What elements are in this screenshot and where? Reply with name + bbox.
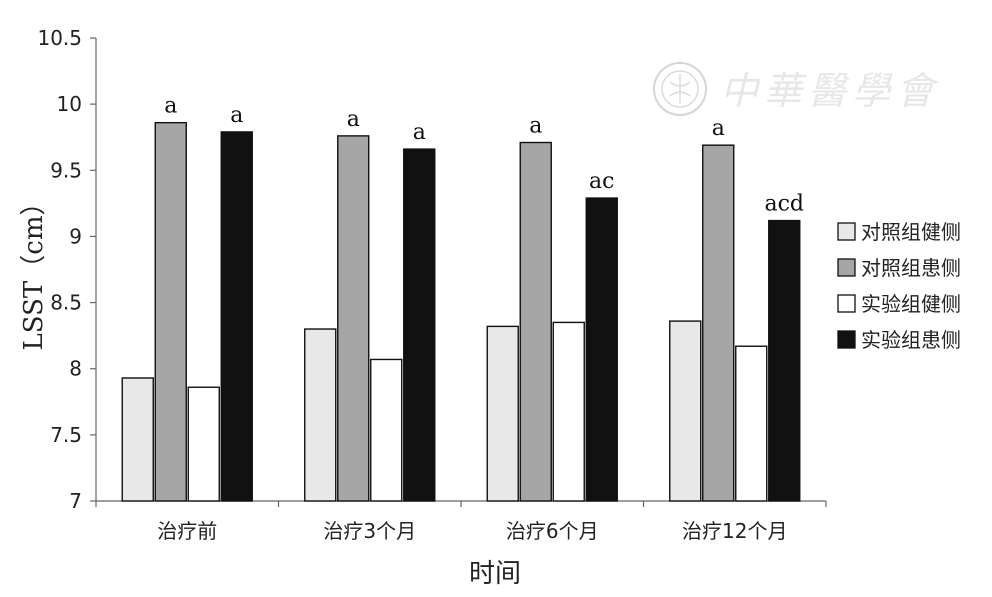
bar [220,131,253,502]
y-tick-label: 8.5 [50,291,82,315]
y-tick-label: 8 [69,357,82,381]
bar [486,325,519,502]
significance-label: a [230,103,243,128]
significance-label: a [347,107,360,132]
significance-label: ac [589,169,614,194]
x-tick-label: 治疗6个月 [506,519,599,543]
bar [370,358,403,502]
significance-label: a [529,114,542,139]
x-axis-ticks: 治疗前 治疗3个月 治疗6个月 治疗12个月 [95,501,827,543]
legend-label: 实验组健侧 [861,292,961,316]
bar [187,386,220,502]
x-tick-label: 治疗3个月 [323,519,416,543]
legend-label: 实验组患侧 [861,328,961,352]
y-tick-label: 10 [57,92,82,116]
legend-label: 对照组健侧 [861,220,961,244]
x-axis-label: 时间 [469,559,521,589]
bar [403,148,436,502]
x-tick-label: 治疗12个月 [682,519,787,543]
significance-label: a [712,116,725,141]
y-axis-label: LSST（cm） [19,190,49,351]
bar [121,377,154,502]
bar [585,197,618,502]
y-tick-label: 9.5 [50,158,82,182]
x-tick-label: 治疗前 [157,519,217,543]
significance-label: a [164,94,177,119]
significance-labels: a a a a a a ac acd [164,94,804,217]
bar [154,121,187,502]
legend-swatch [837,258,856,277]
legend-swatch [837,294,856,313]
y-tick-label: 9 [69,224,82,248]
bar [768,219,801,502]
y-tick-label: 7.5 [50,423,82,447]
watermark-text: 中華醫學會 [720,69,940,113]
bars [121,121,801,502]
bar [304,328,337,502]
bar [519,141,552,502]
y-axis-ticks: 7 7.5 8 8.5 9 9.5 10 10.5 [37,26,96,513]
bar [337,135,370,502]
legend-swatch [837,330,856,349]
bar [702,144,735,502]
medical-association-seal-icon [653,62,707,116]
y-tick-label: 10.5 [37,26,82,50]
watermark: 中華醫學會 [653,62,940,116]
bar [669,320,702,502]
bar [552,321,585,502]
legend-label: 对照组患侧 [861,256,961,280]
significance-label: a [413,120,426,145]
significance-label: acd [764,192,804,217]
y-tick-label: 7 [69,489,82,513]
legend-swatch [837,222,856,241]
bar [735,345,768,502]
